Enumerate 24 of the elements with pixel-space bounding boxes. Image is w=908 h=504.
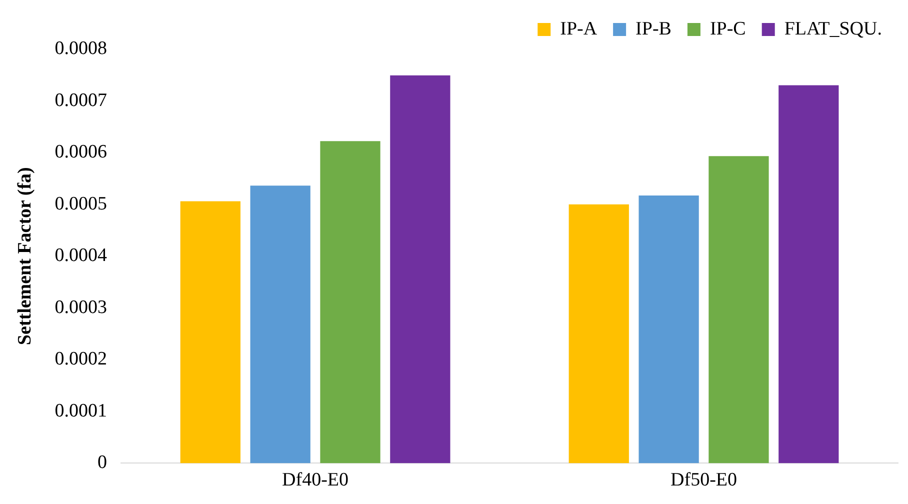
y-tick-label: 0.0004 (54, 245, 108, 266)
legend-label: FLAT_SQU. (784, 18, 882, 40)
y-tick-label: 0.0007 (54, 90, 108, 111)
bar (180, 201, 240, 464)
bar (638, 196, 699, 464)
bar (320, 141, 380, 464)
y-tick-label: 0.0006 (54, 142, 108, 163)
bar (250, 186, 310, 464)
y-tick-label: 0.0005 (54, 193, 108, 214)
y-axis-title: Settlement Factor (fa) (14, 167, 36, 346)
y-tick-label: 0 (98, 452, 108, 474)
legend-label: IP-B (636, 18, 672, 40)
bar (390, 75, 450, 464)
y-tick-label: 0.0002 (54, 348, 108, 370)
legend-label: IP-A (560, 18, 598, 40)
x-tick-label: Df50-E0 (670, 470, 738, 491)
y-tick-label: 0.0001 (54, 400, 108, 422)
legend-label: IP-C (710, 18, 746, 40)
y-tick-label: 0.0003 (54, 296, 108, 318)
bar (778, 85, 839, 464)
y-tick-label: 0.0008 (54, 38, 108, 59)
bar (708, 156, 769, 464)
x-tick-label: Df40-E0 (282, 470, 349, 491)
bar (568, 204, 629, 464)
